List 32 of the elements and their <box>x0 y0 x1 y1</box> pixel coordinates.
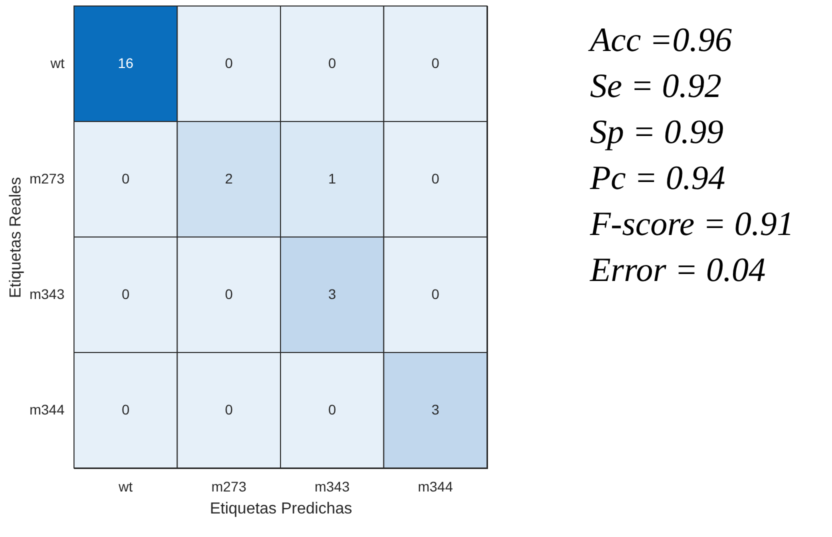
text: Se = 0.92 <box>590 67 723 107</box>
data-label: 0 <box>224 401 233 418</box>
data-label: 0 <box>431 54 440 71</box>
x-axis-title: Etiquetas Predichas <box>210 500 352 518</box>
data-label: 3 <box>328 286 336 302</box>
data-label: 0 <box>431 286 440 302</box>
data-label: 0 <box>224 286 233 302</box>
data-label: 0 <box>122 286 130 302</box>
data-label: 0 <box>122 401 130 418</box>
y-axis-title: Etiquetas Reales <box>7 177 24 298</box>
x-tick-label: m344 <box>418 478 454 494</box>
text: F-score = 0.91 <box>590 205 794 245</box>
data-label: 0 <box>224 54 233 71</box>
data-label: 3 <box>431 401 440 418</box>
text: Pc = 0.94 <box>590 159 726 199</box>
y-tick-label: wt <box>50 54 65 71</box>
y-tick-label: m344 <box>29 401 65 418</box>
x-tick-label: m343 <box>314 478 350 494</box>
data-label: 0 <box>431 170 440 186</box>
y-tick-label: m343 <box>29 286 65 302</box>
data-label: 0 <box>328 54 336 71</box>
text: Error = 0.04 <box>590 251 767 291</box>
data-label: 2 <box>224 170 233 186</box>
text: Acc =0.96 <box>590 21 733 61</box>
text: Sp = 0.99 <box>590 113 724 153</box>
x-tick-label: wt <box>118 478 133 494</box>
y-tick-label: m273 <box>29 170 65 186</box>
data-label: 1 <box>328 170 336 186</box>
data-label: 0 <box>328 401 336 418</box>
x-tick-label: m273 <box>211 478 247 494</box>
data-label: 0 <box>122 170 130 186</box>
data-label: 16 <box>118 54 134 71</box>
